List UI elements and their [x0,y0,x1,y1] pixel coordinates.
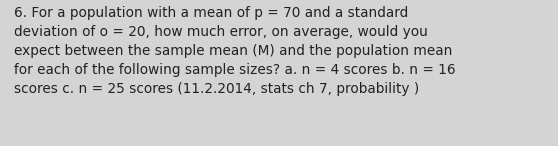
Text: 6. For a population with a mean of p = 70 and a standard
deviation of o = 20, ho: 6. For a population with a mean of p = 7… [14,6,455,96]
